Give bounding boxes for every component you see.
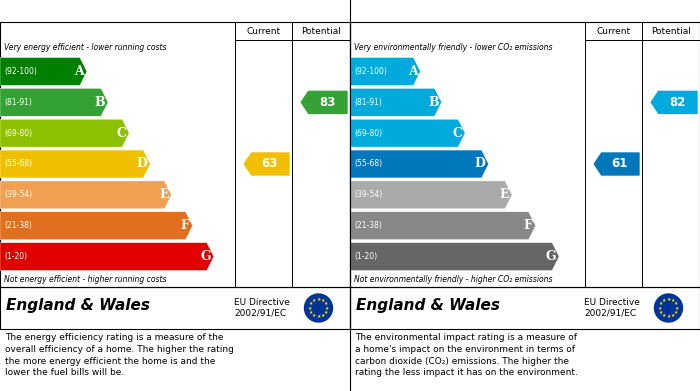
Text: E: E	[159, 188, 169, 201]
Text: E: E	[500, 188, 509, 201]
Text: Potential: Potential	[301, 27, 341, 36]
Text: (55-68): (55-68)	[354, 160, 382, 169]
Text: G: G	[545, 250, 556, 263]
Polygon shape	[0, 119, 130, 147]
Text: The environmental impact rating is a measure of
a home's impact on the environme: The environmental impact rating is a mea…	[355, 333, 578, 377]
Polygon shape	[350, 181, 512, 209]
Text: (39-54): (39-54)	[354, 190, 382, 199]
Text: (21-38): (21-38)	[354, 221, 382, 230]
Text: 61: 61	[611, 158, 628, 170]
Text: ★: ★	[666, 297, 671, 302]
Polygon shape	[0, 181, 172, 209]
Text: C: C	[116, 127, 126, 140]
Text: F: F	[181, 219, 190, 232]
Text: Very energy efficient - lower running costs: Very energy efficient - lower running co…	[4, 43, 167, 52]
Text: 63: 63	[261, 158, 278, 170]
Text: ★: ★	[324, 310, 328, 315]
Text: Current: Current	[596, 27, 631, 36]
Text: ★: ★	[321, 298, 325, 303]
Text: A: A	[74, 65, 84, 78]
Text: F: F	[524, 219, 533, 232]
Text: Environmental Impact (CO₂) Rating: Environmental Impact (CO₂) Rating	[355, 5, 587, 18]
Polygon shape	[650, 90, 698, 114]
Text: ★: ★	[674, 310, 678, 315]
Text: Current: Current	[246, 27, 281, 36]
Polygon shape	[300, 90, 348, 114]
Polygon shape	[350, 88, 442, 116]
Text: ★: ★	[316, 297, 321, 302]
Polygon shape	[350, 150, 489, 178]
Text: ★: ★	[312, 313, 316, 318]
Text: (55-68): (55-68)	[4, 160, 32, 169]
Text: (39-54): (39-54)	[4, 190, 32, 199]
Polygon shape	[350, 119, 465, 147]
Polygon shape	[593, 152, 640, 176]
Polygon shape	[0, 212, 193, 240]
Text: (69-80): (69-80)	[4, 129, 32, 138]
Text: ★: ★	[309, 301, 313, 306]
Text: A: A	[407, 65, 417, 78]
Text: 83: 83	[318, 96, 335, 109]
Text: Energy Efficiency Rating: Energy Efficiency Rating	[6, 5, 168, 18]
Text: ★: ★	[324, 301, 328, 306]
Text: England & Wales: England & Wales	[6, 298, 150, 314]
Polygon shape	[0, 243, 214, 271]
Text: B: B	[428, 96, 439, 109]
Text: EU Directive
2002/91/EC: EU Directive 2002/91/EC	[584, 298, 640, 318]
Text: ★: ★	[659, 301, 663, 306]
Text: Very environmentally friendly - lower CO₂ emissions: Very environmentally friendly - lower CO…	[354, 43, 552, 52]
Polygon shape	[0, 57, 87, 85]
Text: D: D	[136, 158, 147, 170]
Text: D: D	[475, 158, 486, 170]
Text: (21-38): (21-38)	[4, 221, 32, 230]
Polygon shape	[0, 150, 150, 178]
Circle shape	[654, 294, 682, 322]
Text: ★: ★	[675, 305, 680, 310]
Text: (92-100): (92-100)	[354, 67, 387, 76]
Circle shape	[304, 294, 332, 322]
Text: EU Directive
2002/91/EC: EU Directive 2002/91/EC	[234, 298, 290, 318]
Text: Potential: Potential	[651, 27, 691, 36]
Text: ★: ★	[316, 314, 321, 319]
Text: ★: ★	[312, 298, 316, 303]
Text: ★: ★	[309, 310, 313, 315]
Text: B: B	[94, 96, 105, 109]
Text: ★: ★	[671, 313, 675, 318]
Text: Not environmentally friendly - higher CO₂ emissions: Not environmentally friendly - higher CO…	[354, 275, 552, 284]
Text: (81-91): (81-91)	[4, 98, 32, 107]
Text: C: C	[452, 127, 462, 140]
Text: ★: ★	[666, 314, 671, 319]
Text: ★: ★	[662, 313, 666, 318]
Text: ★: ★	[674, 301, 678, 306]
Polygon shape	[243, 152, 290, 176]
Polygon shape	[350, 212, 536, 240]
Text: The energy efficiency rating is a measure of the
overall efficiency of a home. T: The energy efficiency rating is a measur…	[5, 333, 234, 377]
Text: ★: ★	[325, 305, 330, 310]
Text: (1-20): (1-20)	[354, 252, 377, 261]
Text: ★: ★	[321, 313, 325, 318]
Text: (81-91): (81-91)	[354, 98, 382, 107]
Text: (69-80): (69-80)	[354, 129, 382, 138]
Text: England & Wales: England & Wales	[356, 298, 500, 314]
Polygon shape	[350, 243, 559, 271]
Text: ★: ★	[659, 310, 663, 315]
Text: G: G	[200, 250, 211, 263]
Text: (1-20): (1-20)	[4, 252, 27, 261]
Polygon shape	[0, 88, 108, 116]
Text: ★: ★	[671, 298, 675, 303]
Text: ★: ★	[657, 305, 662, 310]
Polygon shape	[350, 57, 421, 85]
Text: 82: 82	[668, 96, 685, 109]
Text: Not energy efficient - higher running costs: Not energy efficient - higher running co…	[4, 275, 167, 284]
Text: ★: ★	[662, 298, 666, 303]
Text: ★: ★	[307, 305, 312, 310]
Text: (92-100): (92-100)	[4, 67, 37, 76]
